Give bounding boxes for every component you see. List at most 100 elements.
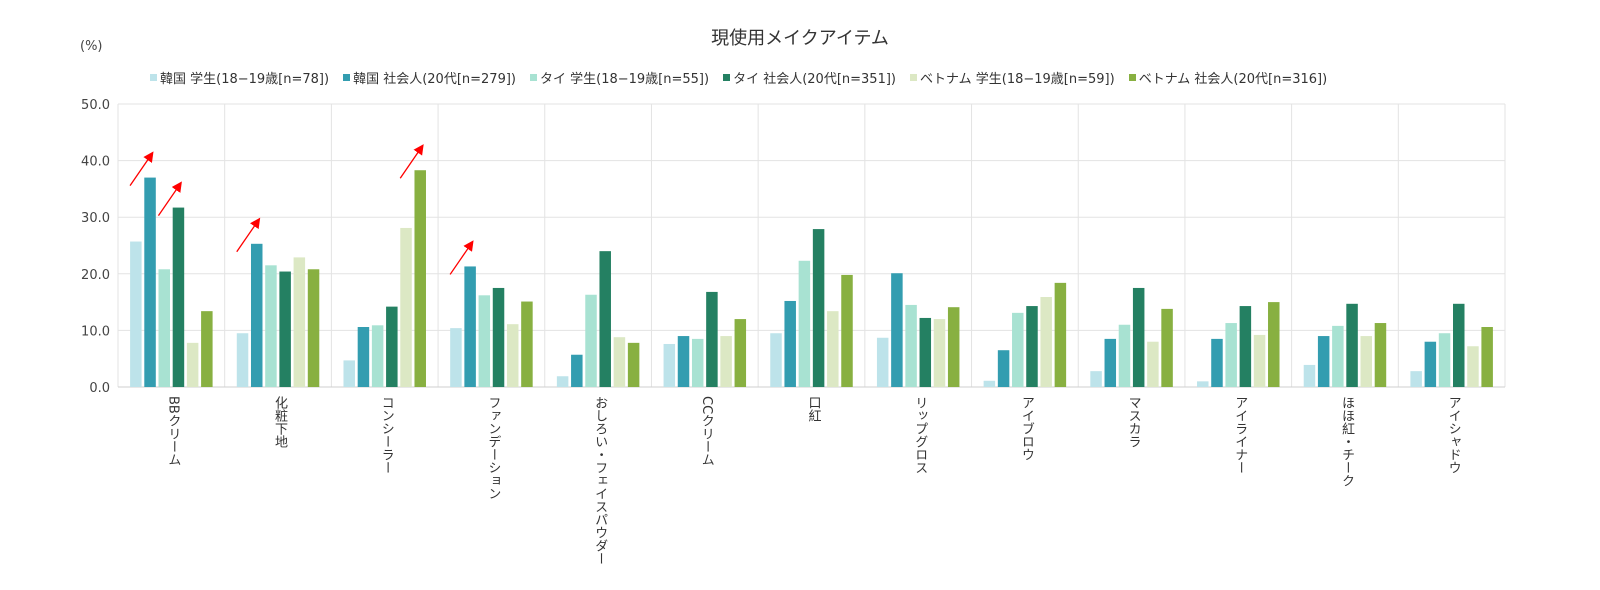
legend-item: 韓国 社会人(20代[n=279]) bbox=[343, 68, 516, 87]
bar bbox=[1453, 303, 1465, 387]
bar bbox=[919, 317, 932, 387]
y-tick-label: 0.0 bbox=[89, 381, 110, 396]
legend-item: ベトナム 学生(18−19歳[n=59]) bbox=[910, 68, 1115, 87]
x-tick-label: コンシーラー bbox=[378, 396, 394, 474]
bar bbox=[1090, 371, 1102, 387]
bar bbox=[1211, 338, 1223, 387]
x-tick-label: アイシャドウ bbox=[1445, 396, 1461, 474]
legend-swatch bbox=[343, 74, 351, 81]
bar bbox=[1467, 346, 1479, 387]
bar bbox=[1374, 323, 1387, 387]
x-tick-label: ほほ紅・チーク bbox=[1338, 396, 1354, 487]
legend-label: ベトナム 社会人(20代[n=316]) bbox=[1138, 72, 1328, 87]
bar bbox=[450, 328, 462, 387]
bar bbox=[357, 327, 370, 387]
bar bbox=[1360, 336, 1373, 387]
bar bbox=[1317, 336, 1330, 387]
legend-item: タイ 学生(18−19歳[n=55]) bbox=[530, 68, 709, 87]
bar bbox=[677, 336, 690, 387]
bar bbox=[1132, 287, 1145, 387]
bar bbox=[464, 266, 476, 387]
bar bbox=[307, 269, 320, 387]
y-tick-label: 30.0 bbox=[81, 211, 110, 226]
bar bbox=[947, 307, 960, 387]
bar bbox=[691, 338, 704, 387]
bar bbox=[770, 333, 782, 387]
legend-label: 韓国 学生(18−19歳[n=78]) bbox=[160, 72, 330, 87]
bar bbox=[186, 342, 199, 387]
bar bbox=[827, 311, 839, 387]
legend-label: タイ 学生(18−19歳[n=55]) bbox=[540, 72, 710, 87]
bar bbox=[1253, 334, 1266, 387]
legend-item: タイ 社会人(20代[n=351]) bbox=[723, 68, 896, 87]
legend-swatch bbox=[1128, 74, 1136, 81]
legend: 韓国 学生(18−19歳[n=78]) 韓国 社会人(20代[n=279]) タイ … bbox=[150, 68, 1327, 87]
bar bbox=[521, 301, 533, 387]
bar bbox=[293, 257, 306, 387]
x-tick-label: アイブロウ bbox=[1018, 396, 1034, 461]
bar bbox=[1197, 381, 1209, 387]
bar bbox=[1481, 327, 1493, 387]
bar bbox=[201, 311, 213, 387]
legend-swatch bbox=[723, 74, 731, 81]
y-tick-label: 10.0 bbox=[81, 324, 110, 339]
annotation-arrow bbox=[236, 217, 261, 253]
bar bbox=[1346, 303, 1358, 387]
bar bbox=[1118, 324, 1131, 387]
bar bbox=[1161, 308, 1173, 387]
bar bbox=[343, 360, 355, 387]
bar bbox=[1012, 312, 1024, 387]
legend-label: 韓国 社会人(20代[n=279]) bbox=[353, 72, 516, 87]
bar bbox=[1332, 325, 1344, 387]
legend-swatch bbox=[530, 74, 537, 81]
bar bbox=[876, 337, 889, 387]
bar bbox=[371, 325, 384, 387]
bar bbox=[478, 295, 491, 387]
y-tick-label: 40.0 bbox=[81, 155, 110, 170]
bar bbox=[706, 291, 718, 387]
bar bbox=[812, 229, 825, 387]
bar bbox=[158, 269, 170, 387]
bar bbox=[386, 306, 398, 387]
bar bbox=[1239, 306, 1252, 387]
bar bbox=[720, 336, 732, 387]
bar bbox=[506, 324, 519, 387]
bar bbox=[236, 333, 249, 387]
y-tick-label: 20.0 bbox=[81, 268, 110, 283]
bar bbox=[279, 271, 291, 387]
bar bbox=[1424, 341, 1437, 387]
bar bbox=[734, 319, 747, 387]
bar bbox=[997, 350, 1010, 387]
bar bbox=[1268, 302, 1280, 387]
bar bbox=[1104, 338, 1117, 387]
x-tick-label: リップグロス bbox=[912, 396, 928, 474]
legend-item: ベトナム 社会人(20代[n=316]) bbox=[1128, 68, 1328, 87]
bar bbox=[144, 177, 156, 387]
annotation-arrow bbox=[449, 240, 474, 275]
bar bbox=[1147, 341, 1159, 387]
y-tick-label: 50.0 bbox=[81, 98, 110, 113]
bar bbox=[784, 300, 796, 387]
annotation-arrow bbox=[399, 144, 424, 179]
bar bbox=[1026, 306, 1038, 387]
x-tick-label: ファンデーション bbox=[485, 396, 501, 500]
x-tick-label: おしろい・フェイスパウダー bbox=[592, 396, 608, 565]
x-tick-label: マスカラ bbox=[1125, 396, 1141, 448]
bar bbox=[1225, 323, 1237, 387]
bar bbox=[983, 380, 996, 387]
bar bbox=[599, 251, 611, 387]
annotation-arrow bbox=[129, 151, 154, 186]
x-tick-label: 口紅 bbox=[805, 396, 821, 422]
bar bbox=[663, 343, 676, 387]
bar bbox=[933, 319, 946, 387]
legend-label: タイ 社会人(20代[n=351]) bbox=[733, 72, 896, 87]
bar bbox=[841, 274, 853, 387]
bar bbox=[905, 304, 917, 387]
bar bbox=[1040, 297, 1052, 387]
bar bbox=[613, 337, 626, 387]
chart-title: 現使用メイクアイテム bbox=[711, 28, 889, 49]
bar bbox=[400, 227, 412, 387]
bar bbox=[492, 287, 505, 387]
